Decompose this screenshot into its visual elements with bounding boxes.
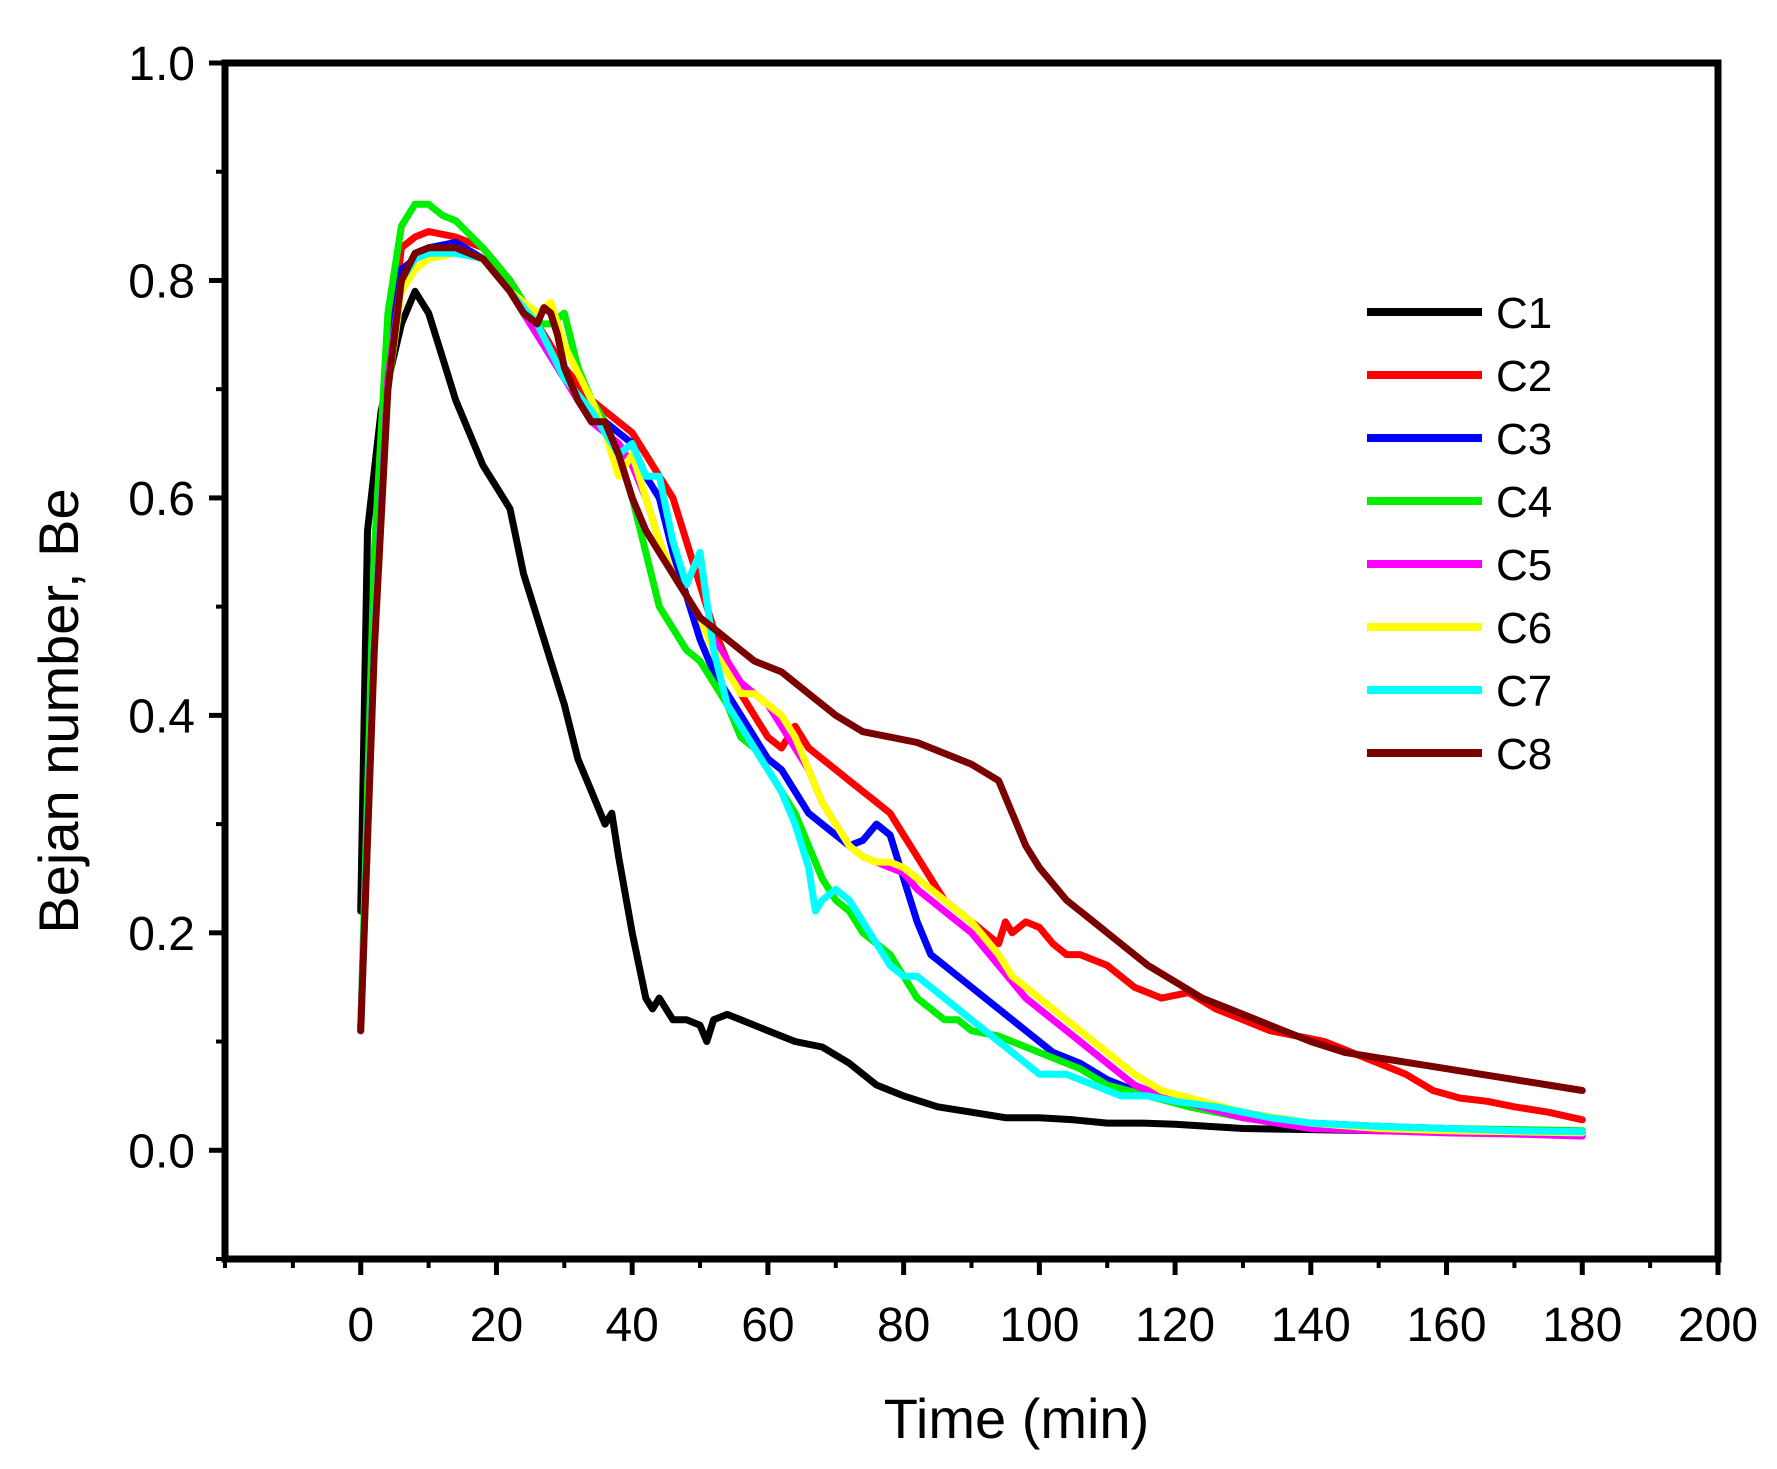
- x-tick-label: 140: [1271, 1299, 1351, 1352]
- y-tick-label: 0.8: [128, 255, 195, 308]
- legend-label-c4: C4: [1496, 478, 1552, 527]
- legend-label-c7: C7: [1496, 667, 1552, 716]
- x-tick-label: 180: [1542, 1299, 1622, 1352]
- legend-label-c2: C2: [1496, 352, 1552, 401]
- x-tick-label: 40: [605, 1299, 658, 1352]
- y-axis-title: Bejan number, Be: [27, 488, 90, 933]
- plot-area-frame: [221, 59, 1722, 1263]
- series-line-c8: [357, 244, 1586, 1094]
- x-tick-label: 60: [741, 1299, 794, 1352]
- y-tick-label: 0.4: [128, 690, 195, 743]
- y-tick-label: 0.2: [128, 908, 195, 961]
- x-tick-label: 0: [347, 1299, 374, 1352]
- tick-labels: 0 20 40 60 80 100 120 140 160 180 200 0.0 0.2 0.4 0.6 0…: [128, 38, 1758, 1352]
- y-tick-label: 0.6: [128, 473, 195, 526]
- legend: C1 C2 C3 C4 C5 C6 C7 C8: [1367, 289, 1552, 779]
- legend-label-c5: C5: [1496, 541, 1552, 590]
- legend-label-c8: C8: [1496, 730, 1552, 779]
- legend-label-c1: C1: [1496, 289, 1552, 338]
- x-tick-label: 200: [1678, 1299, 1758, 1352]
- series-line-c1: [357, 287, 1586, 1137]
- x-tick-label: 80: [877, 1299, 930, 1352]
- x-tick-label: 160: [1406, 1299, 1486, 1352]
- y-tick-label: 0.0: [128, 1125, 195, 1178]
- x-tick-label: 120: [1135, 1299, 1215, 1352]
- x-axis-title: Time (min): [884, 1387, 1149, 1450]
- legend-label-c6: C6: [1496, 604, 1552, 653]
- legend-label-c3: C3: [1496, 415, 1552, 464]
- series-layer: [357, 200, 1586, 1140]
- x-tick-label: 100: [999, 1299, 1079, 1352]
- y-tick-label: 1.0: [128, 38, 195, 91]
- x-tick-label: 20: [470, 1299, 523, 1352]
- series-line-c7: [357, 249, 1586, 1136]
